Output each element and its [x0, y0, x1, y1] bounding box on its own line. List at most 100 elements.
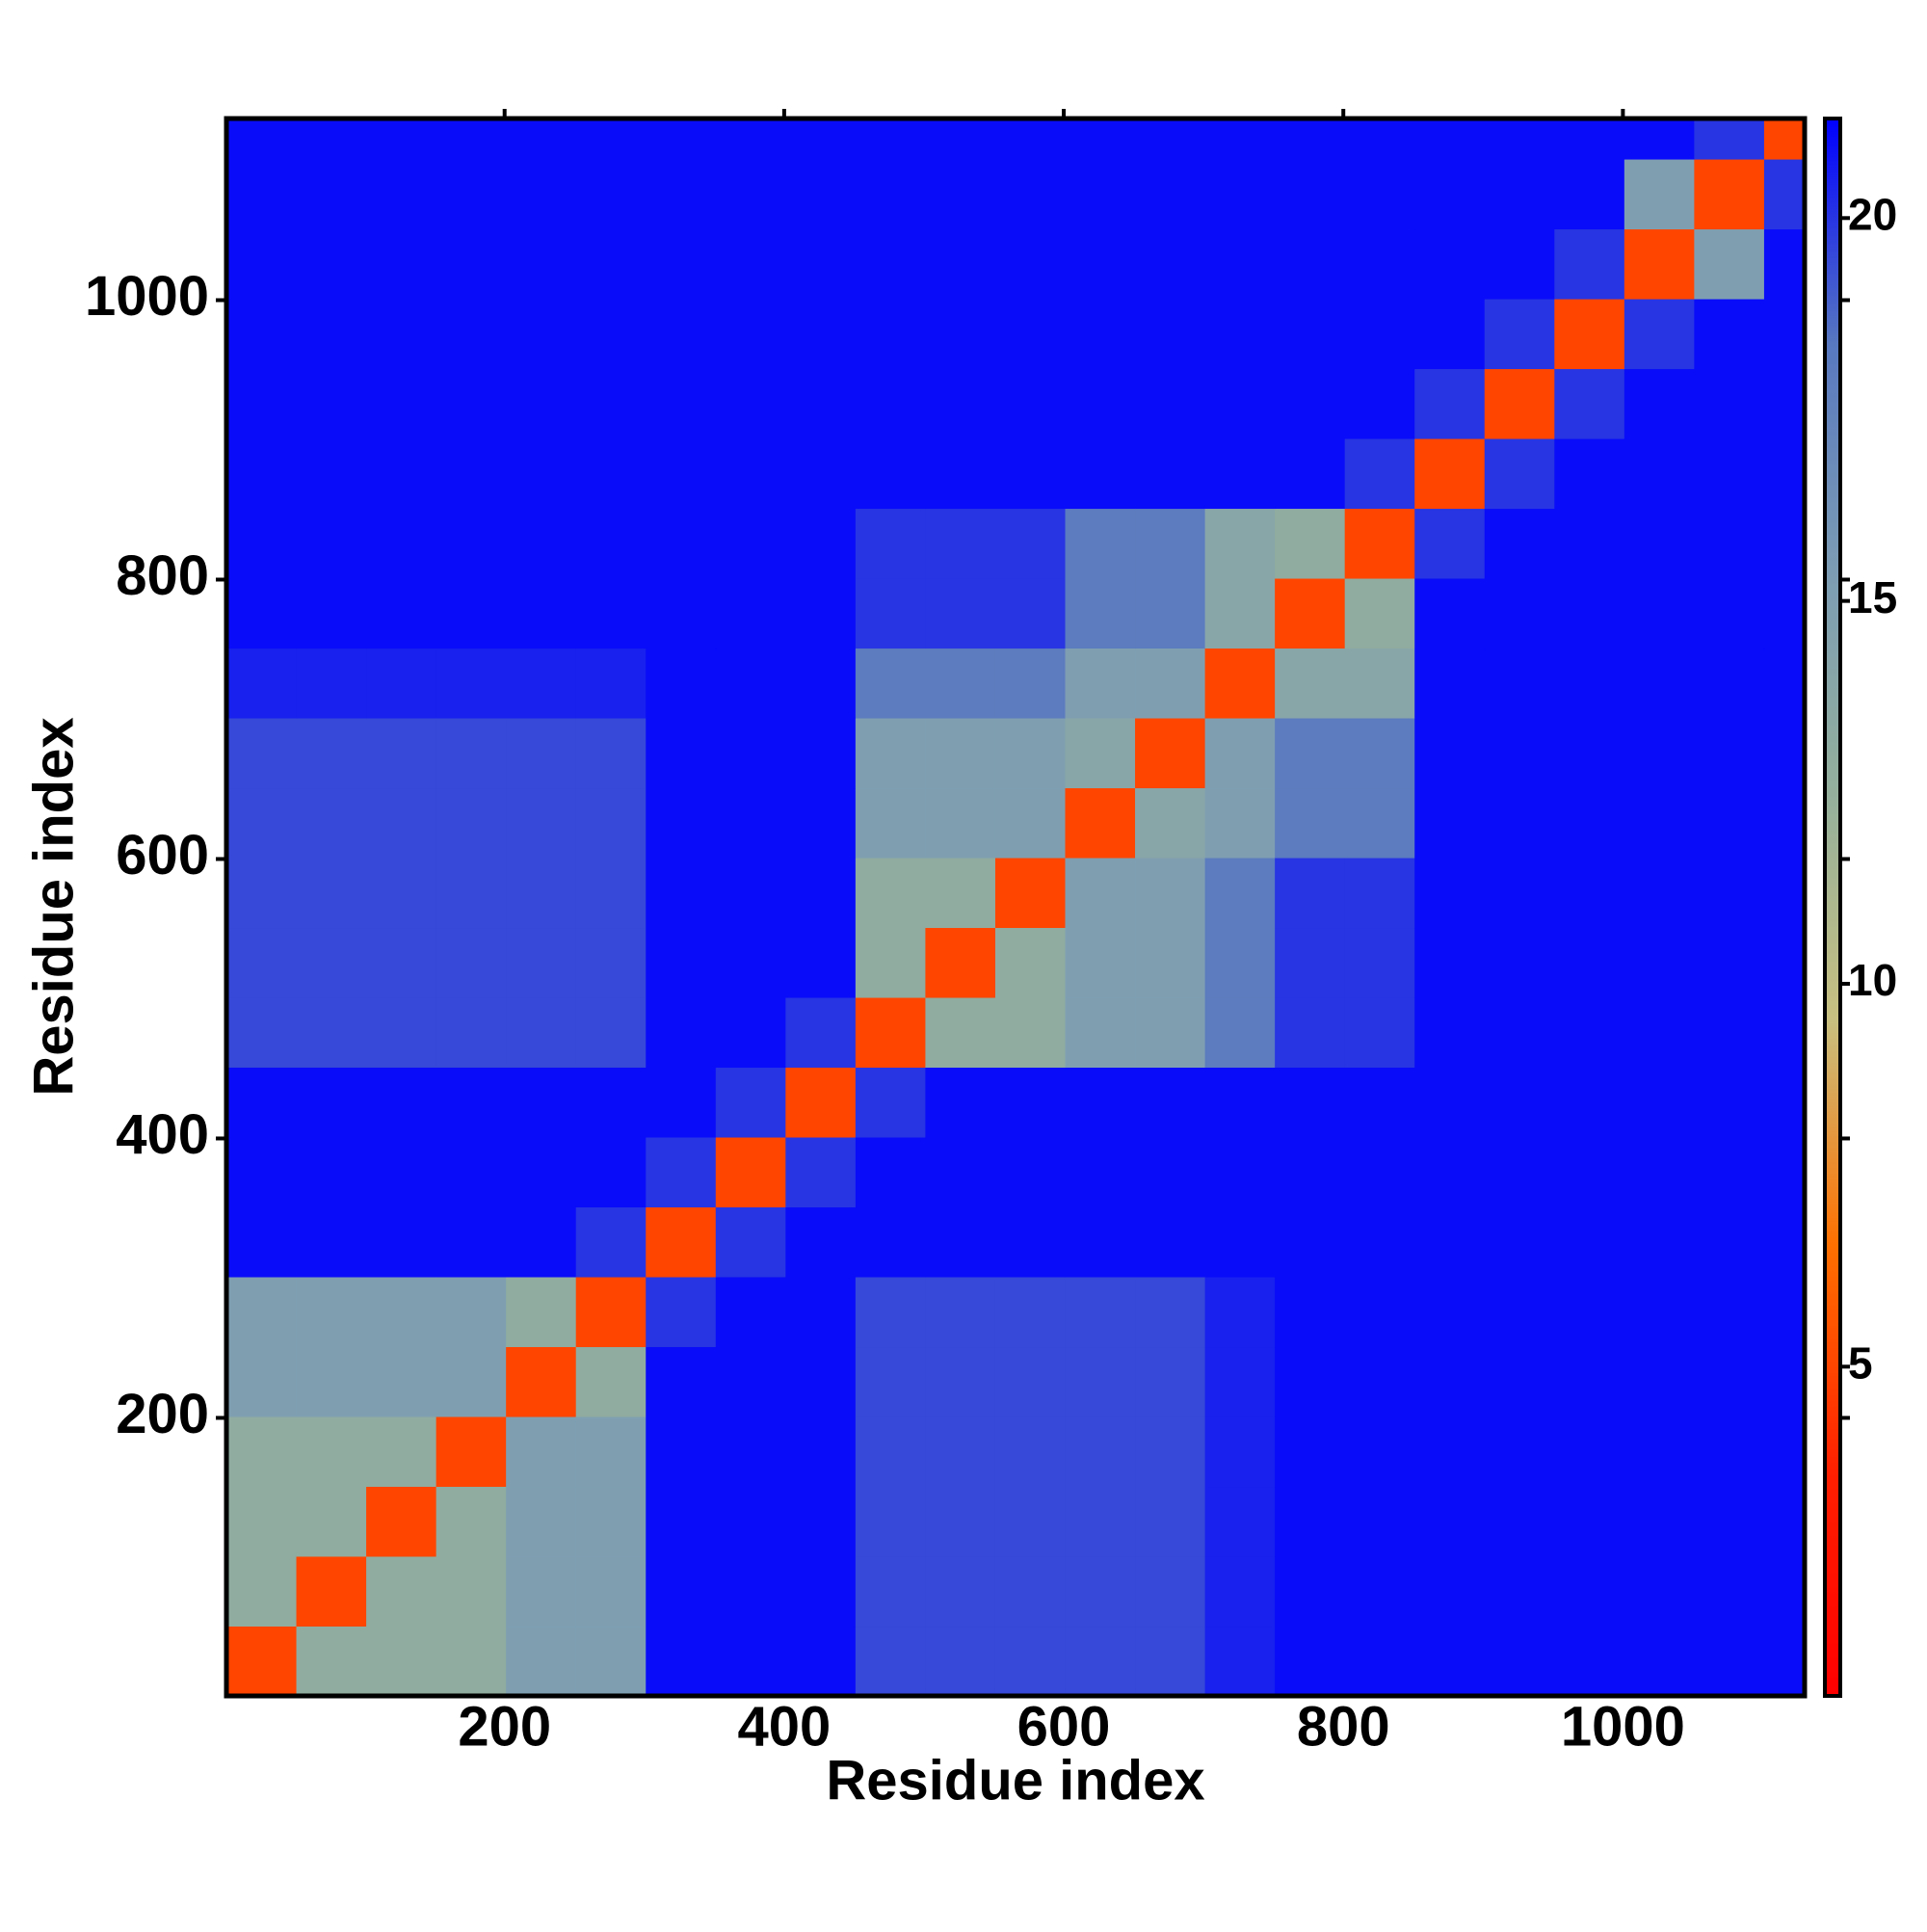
heatmap-cell: [1694, 1067, 1765, 1138]
heatmap-cell: [296, 578, 367, 649]
heatmap-cell: [1694, 648, 1765, 719]
heatmap-cell: [785, 718, 857, 789]
heatmap-cell: [1623, 1556, 1695, 1628]
heatmap-cell: [855, 228, 926, 300]
heatmap-cell: [994, 1137, 1067, 1208]
colorbar-tick-label: 20: [1848, 189, 1897, 239]
heatmap-cell: [506, 159, 577, 230]
heatmap-cell: [1135, 1206, 1206, 1278]
heatmap-cell: [1414, 927, 1486, 998]
heatmap-cell: [646, 718, 717, 789]
heatmap-cell: [436, 159, 507, 230]
heatmap-cell: [366, 997, 437, 1069]
heatmap-cell: [575, 787, 647, 859]
heatmap-cell: [1763, 787, 1805, 859]
heatmap-cell: [226, 578, 298, 649]
heatmap-cell: [1763, 1346, 1805, 1417]
heatmap-cell: [1484, 1277, 1555, 1348]
heatmap-cell: [1623, 1206, 1695, 1278]
heatmap-cell: [366, 1277, 437, 1348]
heatmap-cell: [1135, 787, 1206, 859]
heatmap-cell: [1065, 159, 1136, 230]
heatmap-cell: [785, 508, 857, 579]
heatmap-cell: [1204, 858, 1276, 929]
heatmap-cell: [1623, 858, 1695, 929]
heatmap-cell: [715, 438, 786, 510]
heatmap-cell: [296, 1626, 367, 1696]
heatmap-cell: [1065, 718, 1136, 789]
heatmap-cell: [1414, 159, 1486, 230]
heatmap-cell: [1694, 1626, 1765, 1696]
heatmap-cell: [925, 997, 996, 1069]
heatmap-cell: [436, 1277, 507, 1348]
heatmap-cell: [1135, 1556, 1206, 1628]
heatmap-cell: [1763, 1277, 1805, 1348]
heatmap-cell: [1204, 299, 1276, 370]
heatmap-cell: [1204, 228, 1276, 300]
heatmap-cell: [855, 1206, 926, 1278]
heatmap-cell: [925, 1556, 996, 1628]
heatmap-cell: [436, 1626, 507, 1696]
heatmap-cell: [994, 1277, 1067, 1348]
heatmap-cell: [1135, 997, 1206, 1069]
heatmap-cell: [925, 1416, 996, 1488]
heatmap-cell: [1414, 578, 1486, 649]
heatmap-cell: [855, 1626, 926, 1696]
heatmap-cell: [1135, 927, 1206, 998]
heatmap-cell: [1275, 927, 1346, 998]
heatmap-cell: [1275, 1416, 1346, 1488]
heatmap-cell: [506, 718, 577, 789]
heatmap-cell: [1554, 1277, 1625, 1348]
heatmap-cell: [855, 648, 926, 719]
heatmap-cell: [226, 1626, 298, 1696]
heatmap-cell: [1414, 1067, 1486, 1138]
heatmap-cell: [646, 119, 717, 160]
heatmap-cell: [1135, 1277, 1206, 1348]
heatmap-cell: [436, 997, 507, 1069]
heatmap-cell: [1484, 1556, 1555, 1628]
plot-frame: [224, 116, 1808, 1699]
heatmap-cell: [925, 1137, 996, 1208]
heatmap-cell: [715, 368, 786, 439]
heatmap-cell: [506, 858, 577, 929]
heatmap-cell: [715, 1416, 786, 1488]
heatmap-cell: [1344, 299, 1415, 370]
heatmap-cell: [1763, 718, 1805, 789]
heatmap-cell: [994, 1626, 1067, 1696]
heatmap-cell: [1694, 228, 1765, 300]
heatmap-cell: [1065, 858, 1136, 929]
heatmap-cell: [1065, 1067, 1136, 1138]
heatmap-cell: [506, 1206, 577, 1278]
heatmap-cell: [506, 997, 577, 1069]
heatmap-cell: [1275, 1277, 1346, 1348]
heatmap-cell: [575, 299, 647, 370]
heatmap-cell: [1623, 368, 1695, 439]
heatmap-cell: [575, 997, 647, 1069]
heatmap-cell: [506, 1137, 577, 1208]
heatmap-cell: [1694, 1277, 1765, 1348]
heatmap-cell: [226, 299, 298, 370]
heatmap-cell: [785, 1486, 857, 1557]
heatmap-cell: [1554, 228, 1625, 300]
heatmap-cell: [855, 718, 926, 789]
heatmap: [226, 119, 1805, 1696]
heatmap-cell: [925, 368, 996, 439]
heatmap-cell: [1694, 1346, 1765, 1417]
heatmap-cell: [1484, 1067, 1555, 1138]
heatmap-cell: [1554, 927, 1625, 998]
heatmap-cell: [1763, 858, 1805, 929]
heatmap-cell: [296, 1486, 367, 1557]
colorbar-tick-label: 10: [1848, 955, 1897, 1005]
heatmap-cell: [226, 1416, 298, 1488]
heatmap-cell: [1484, 438, 1555, 510]
heatmap-cell: [1484, 1486, 1555, 1557]
heatmap-cell: [436, 1137, 507, 1208]
heatmap-cell: [1414, 299, 1486, 370]
heatmap-cell: [994, 1556, 1067, 1628]
heatmap-cell: [1065, 119, 1136, 160]
heatmap-cell: [855, 1277, 926, 1348]
heatmap-cell: [646, 438, 717, 510]
heatmap-cell: [366, 858, 437, 929]
y-tick-label: 200: [116, 1383, 209, 1445]
heatmap-cell: [1554, 1206, 1625, 1278]
